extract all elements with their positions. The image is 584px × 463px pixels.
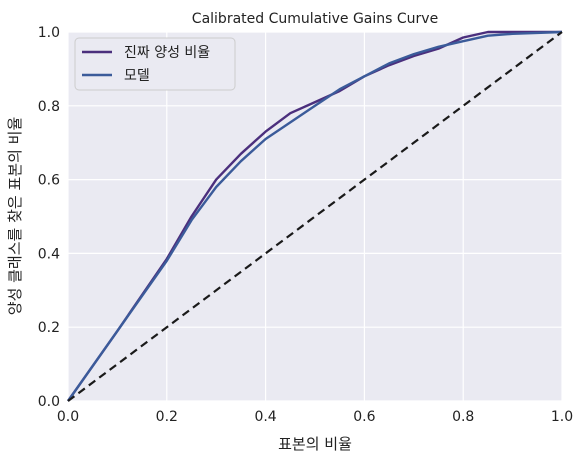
legend: 진짜 양성 비율 모델 xyxy=(74,37,236,91)
tick-labels: 0.0 0.2 0.4 0.6 0.8 1.0 0.0 0.2 0.4 0.6 0.8 1.0 xyxy=(38,25,573,425)
y-axis-label: 양성 클래스를 찾은 표본의 비율 xyxy=(6,117,24,315)
x-tick-label: 0.4 xyxy=(254,409,276,425)
legend-label-model: 모델 xyxy=(124,68,150,84)
y-tick-label: 0.2 xyxy=(38,320,60,336)
x-tick-label: 0.6 xyxy=(353,409,375,425)
y-tick-label: 0.0 xyxy=(38,394,60,410)
series-layer xyxy=(67,30,563,402)
x-tick-label: 0.8 xyxy=(452,409,474,425)
x-axis-label: 표본의 비율 xyxy=(278,435,352,453)
y-tick-label: 0.8 xyxy=(38,99,60,115)
chart-title: Calibrated Cumulative Gains Curve xyxy=(192,11,438,27)
legend-label-true-positive: 진짜 양성 비율 xyxy=(124,45,210,61)
y-tick-label: 1.0 xyxy=(38,25,60,41)
x-tick-label: 1.0 xyxy=(551,409,573,425)
x-tick-label: 0.0 xyxy=(57,409,79,425)
series-line-model xyxy=(67,30,563,402)
baseline-diagonal-line xyxy=(67,31,563,402)
y-tick-label: 0.6 xyxy=(38,173,60,189)
x-tick-label: 0.2 xyxy=(156,409,178,425)
y-tick-label: 0.4 xyxy=(38,246,60,262)
legend-box xyxy=(74,37,236,91)
